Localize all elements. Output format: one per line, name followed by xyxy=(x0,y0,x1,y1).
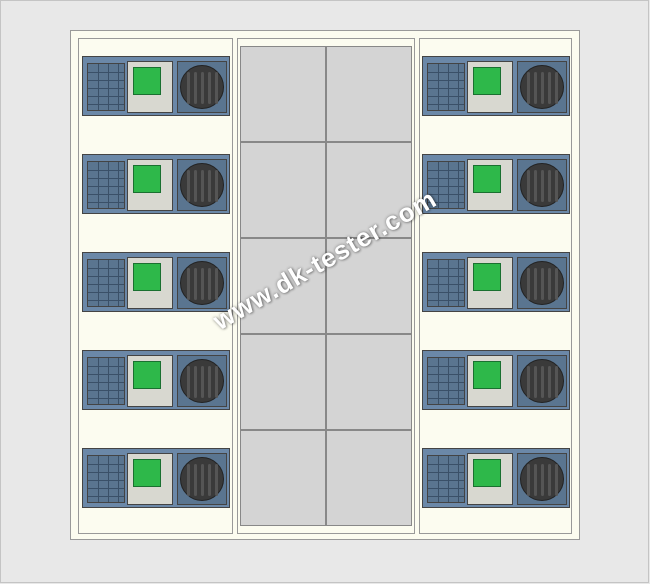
unit-grille xyxy=(427,259,465,307)
fan-icon xyxy=(520,65,564,109)
unit-grille xyxy=(87,259,125,307)
unit-grille xyxy=(427,161,465,209)
tester-unit xyxy=(82,350,230,410)
unit-screen xyxy=(133,459,161,487)
tester-unit xyxy=(422,154,570,214)
shelf-cell xyxy=(240,142,326,238)
fan-icon xyxy=(180,65,224,109)
tester-unit xyxy=(82,154,230,214)
unit-grille xyxy=(87,455,125,503)
tester-unit xyxy=(82,448,230,508)
unit-grille xyxy=(427,63,465,111)
tester-unit xyxy=(422,350,570,410)
unit-grille xyxy=(87,357,125,405)
unit-screen xyxy=(473,263,501,291)
fan-icon xyxy=(180,163,224,207)
unit-screen xyxy=(133,263,161,291)
fan-icon xyxy=(520,163,564,207)
fan-icon xyxy=(520,359,564,403)
tester-unit xyxy=(422,448,570,508)
unit-grille xyxy=(427,455,465,503)
tester-unit xyxy=(82,56,230,116)
unit-screen xyxy=(473,459,501,487)
shelf-cell xyxy=(326,334,412,430)
fan-icon xyxy=(180,457,224,501)
unit-screen xyxy=(473,165,501,193)
unit-grille xyxy=(87,161,125,209)
tester-unit xyxy=(422,252,570,312)
shelf-cell xyxy=(326,46,412,142)
tester-unit xyxy=(82,252,230,312)
unit-screen xyxy=(133,165,161,193)
col-divider-2 xyxy=(414,38,420,534)
unit-grille xyxy=(427,357,465,405)
unit-screen xyxy=(133,67,161,95)
shelf-cell xyxy=(240,430,326,526)
tester-unit xyxy=(422,56,570,116)
shelf-cell xyxy=(326,430,412,526)
fan-icon xyxy=(180,359,224,403)
shelf-cell xyxy=(326,142,412,238)
fan-icon xyxy=(520,261,564,305)
shelf-cell xyxy=(240,334,326,430)
unit-screen xyxy=(133,361,161,389)
shelf-cell xyxy=(240,238,326,334)
shelf-cell xyxy=(326,238,412,334)
col-divider-1 xyxy=(232,38,238,534)
fan-icon xyxy=(520,457,564,501)
unit-grille xyxy=(87,63,125,111)
fan-icon xyxy=(180,261,224,305)
unit-screen xyxy=(473,361,501,389)
unit-screen xyxy=(473,67,501,95)
shelf-cell xyxy=(240,46,326,142)
